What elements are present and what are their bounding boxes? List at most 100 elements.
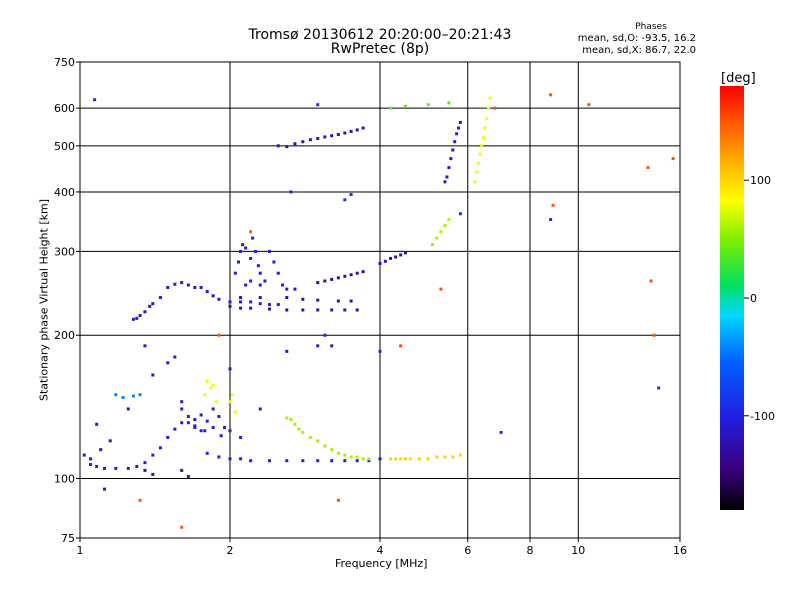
echo-point xyxy=(449,157,453,161)
echo-point xyxy=(473,180,477,184)
echo-point xyxy=(330,308,334,312)
echo-point xyxy=(447,166,451,170)
echo-point xyxy=(281,283,285,287)
chart-subtitle: RwPretec (8p) xyxy=(330,41,430,57)
echo-point xyxy=(135,464,139,468)
echo-point xyxy=(239,457,243,461)
echo-point xyxy=(166,285,170,289)
echo-point xyxy=(209,386,213,390)
echo-point xyxy=(323,135,327,139)
echo-point xyxy=(330,277,334,281)
echo-point xyxy=(89,457,93,461)
echo-point xyxy=(408,457,412,461)
echo-point xyxy=(439,230,443,234)
echo-point xyxy=(447,218,451,222)
echo-point xyxy=(236,260,240,264)
echo-point xyxy=(316,137,320,141)
echo-point xyxy=(394,457,398,461)
y-tick-label: 500 xyxy=(54,140,75,153)
echo-point xyxy=(186,474,190,478)
echo-point xyxy=(258,283,262,287)
echo-point xyxy=(361,457,365,461)
echo-point xyxy=(349,273,353,277)
echo-point xyxy=(551,203,555,207)
echo-point xyxy=(272,260,276,264)
echo-point xyxy=(267,307,271,311)
echo-point xyxy=(355,459,359,463)
echo-point xyxy=(166,435,170,439)
echo-point xyxy=(652,333,656,337)
echo-point xyxy=(205,290,209,294)
echo-point xyxy=(173,282,177,286)
echo-point xyxy=(323,333,327,337)
y-tick-label: 400 xyxy=(54,186,75,199)
echo-point xyxy=(249,300,253,304)
echo-point xyxy=(180,400,184,404)
x-tick-label: 6 xyxy=(464,544,471,557)
echo-point xyxy=(138,314,142,318)
echo-point xyxy=(228,457,232,461)
echo-point xyxy=(323,444,327,448)
echo-point xyxy=(193,418,197,422)
echo-point xyxy=(267,303,271,307)
echo-point xyxy=(205,451,209,455)
echo-point xyxy=(355,128,359,132)
echo-point xyxy=(293,422,297,426)
y-tick-label: 75 xyxy=(61,532,75,545)
echo-point xyxy=(223,425,227,429)
echo-point xyxy=(343,198,347,202)
echo-point xyxy=(219,434,223,438)
echo-point xyxy=(657,386,661,390)
echo-point xyxy=(217,414,221,418)
echo-point xyxy=(276,271,280,275)
echo-point xyxy=(249,459,253,463)
echo-point xyxy=(239,300,243,304)
echo-point xyxy=(285,145,289,149)
x-tick-label: 2 xyxy=(227,544,234,557)
echo-point xyxy=(323,279,327,283)
echo-point xyxy=(148,304,152,308)
echo-point xyxy=(301,297,305,301)
echo-point xyxy=(205,419,209,423)
echo-point xyxy=(394,255,398,259)
echo-point xyxy=(228,400,232,404)
echo-point xyxy=(253,249,257,253)
y-tick-label: 300 xyxy=(54,245,75,258)
echo-point xyxy=(646,166,650,170)
echo-point xyxy=(389,106,393,110)
echo-point xyxy=(211,294,215,298)
x-tick-label: 10 xyxy=(571,544,585,557)
echo-point xyxy=(131,317,135,321)
y-tick-label: 100 xyxy=(54,473,75,486)
x-tick-label: 4 xyxy=(377,544,384,557)
echo-point xyxy=(215,400,219,404)
y-tick-labels: 75 100 200 300 400 500 600 750 xyxy=(54,56,80,545)
echo-point xyxy=(285,459,289,463)
echo-point xyxy=(361,270,365,274)
echo-point xyxy=(180,281,184,285)
echo-point xyxy=(316,439,320,443)
echo-point xyxy=(403,251,407,255)
echo-point xyxy=(481,136,485,140)
echo-point xyxy=(316,344,320,348)
echo-point xyxy=(330,459,334,463)
echo-point xyxy=(451,148,455,152)
echo-point xyxy=(399,457,403,461)
echo-points xyxy=(82,93,675,529)
echo-point xyxy=(499,430,503,434)
echo-point xyxy=(158,296,162,300)
y-tick-label: 750 xyxy=(54,56,75,69)
echo-point xyxy=(399,253,403,257)
echo-point xyxy=(228,429,232,433)
echo-point xyxy=(367,459,371,463)
echo-point xyxy=(193,285,197,289)
echo-point xyxy=(256,264,260,268)
echo-point xyxy=(301,430,305,434)
phase-stats-x: mean, sd,X: 86.7, 22.0 xyxy=(582,45,696,56)
echo-point xyxy=(228,304,232,308)
echo-point xyxy=(241,243,245,247)
echo-point xyxy=(316,298,320,302)
echo-point xyxy=(99,448,103,452)
echo-point xyxy=(476,161,480,165)
echo-point xyxy=(138,393,142,397)
